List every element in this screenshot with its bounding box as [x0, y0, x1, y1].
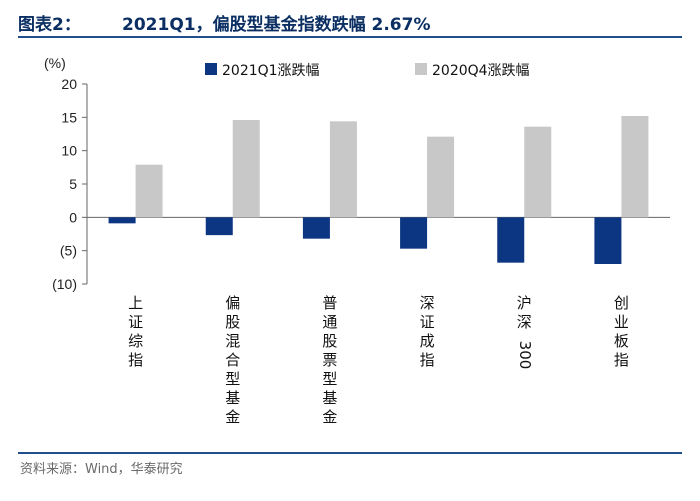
svg-text:指: 指 [420, 351, 435, 369]
svg-text:偏: 偏 [225, 294, 240, 312]
svg-text:指: 指 [614, 351, 629, 369]
bar-series-1 [302, 217, 330, 239]
y-axis-unit-label: (%) [44, 55, 66, 71]
y-tick-label: 5 [69, 176, 77, 192]
bar-series-1 [497, 217, 525, 263]
svg-text:证: 证 [420, 313, 435, 331]
svg-text:上: 上 [128, 294, 143, 312]
y-tick-label: 15 [61, 109, 77, 125]
figure-label: 图表2： [18, 15, 81, 35]
svg-text:通: 通 [322, 313, 337, 331]
svg-text:合: 合 [225, 351, 240, 369]
bar-series-2 [621, 116, 649, 218]
svg-text:证: 证 [128, 313, 143, 331]
bar-chart: (%)20151050(5)(10)上证综指偏股混合型基金普通股票型基金深证成指… [44, 55, 670, 426]
svg-text:金: 金 [225, 408, 240, 426]
svg-text:业: 业 [614, 313, 629, 331]
svg-text:板: 板 [614, 332, 629, 350]
legend-label: 2020Q4涨跌幅 [432, 63, 530, 79]
bottom-rule [18, 452, 682, 454]
title-rule [18, 36, 682, 38]
svg-text:综: 综 [128, 332, 143, 350]
y-tick-label: 10 [61, 143, 77, 159]
svg-text:型: 型 [322, 370, 337, 388]
figure-header: 图表2： 2021Q1，偏股型基金指数跌幅 2.67% [18, 8, 682, 38]
legend-swatch [415, 63, 427, 75]
bar-series-1 [205, 217, 233, 236]
svg-text:型: 型 [225, 370, 240, 388]
svg-text:股: 股 [322, 332, 337, 350]
bar-series-2 [524, 126, 552, 218]
y-tick-label: (5) [60, 243, 77, 259]
svg-text:指: 指 [128, 351, 143, 369]
bar-series-1 [400, 217, 428, 249]
bar-series-1 [594, 217, 622, 264]
svg-text:成: 成 [420, 332, 435, 350]
svg-text:普: 普 [322, 294, 337, 312]
bar-series-2 [329, 121, 357, 218]
bar-series-1 [108, 217, 136, 224]
svg-text:深: 深 [420, 294, 435, 312]
category-label: 沪深 300 [516, 294, 534, 369]
y-tick-label: (10) [52, 276, 77, 292]
svg-text:沪: 沪 [517, 294, 532, 312]
svg-text:股: 股 [225, 313, 240, 331]
svg-text:票: 票 [322, 351, 337, 369]
source-note: 资料来源：Wind，华泰研究 [20, 462, 183, 477]
svg-text:金: 金 [322, 408, 337, 426]
svg-text:创: 创 [614, 294, 629, 312]
svg-text:混: 混 [225, 332, 240, 350]
figure-title: 2021Q1，偏股型基金指数跌幅 2.67% [122, 15, 431, 35]
y-tick-label: 20 [61, 76, 77, 92]
y-tick-label: 0 [69, 209, 77, 225]
svg-text:深: 深 [517, 313, 532, 331]
svg-text:基: 基 [225, 389, 240, 407]
bar-series-2 [232, 120, 260, 218]
bar-series-2 [427, 136, 455, 218]
svg-text:基: 基 [322, 389, 337, 407]
svg-text:300: 300 [516, 341, 534, 370]
legend-swatch [205, 63, 217, 75]
bar-series-2 [135, 164, 163, 218]
legend-label: 2021Q1涨跌幅 [222, 63, 320, 79]
